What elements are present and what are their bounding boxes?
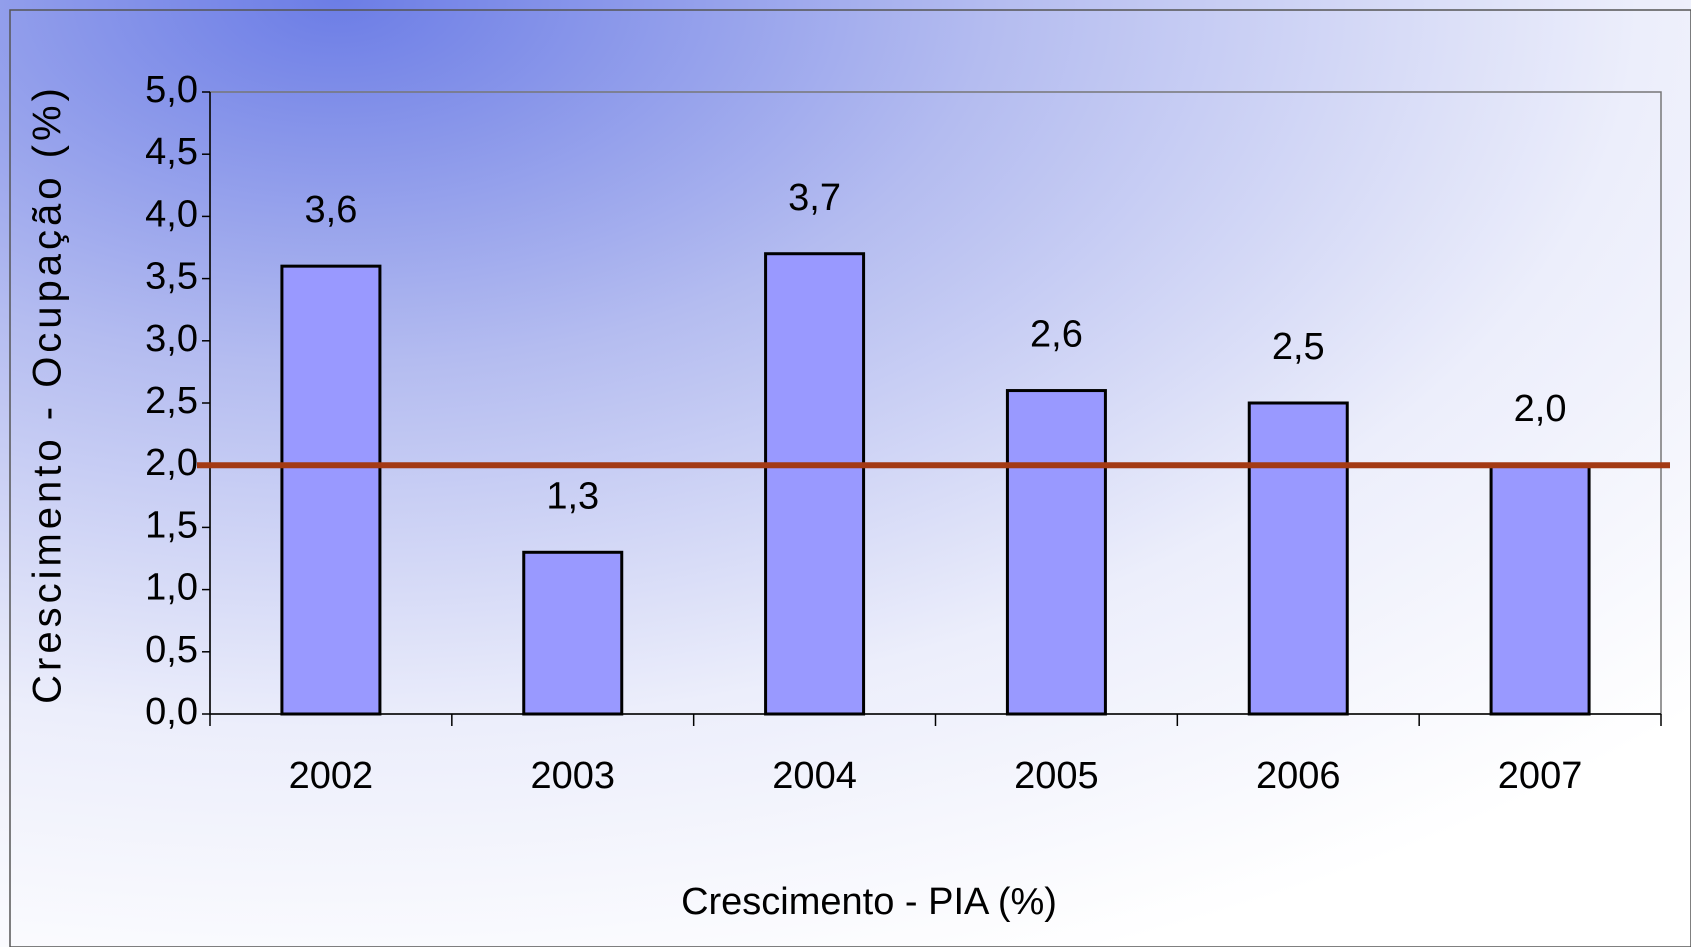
x-tick-label: 2002 [289,755,374,797]
y-tick-label: 1,0 [145,567,198,609]
bar [764,252,866,716]
value-label: 3,6 [305,189,358,231]
y-tick-label: 2,5 [145,380,198,422]
value-label: 2,6 [1030,314,1083,356]
x-tick-label: 2005 [1014,755,1099,797]
frame [9,9,1691,947]
x-tick-label: 2006 [1256,755,1341,797]
bar [1005,389,1107,716]
x-axis-title: Crescimento - PIA (%) [681,881,1057,923]
y-tick-label: 4,5 [145,131,198,173]
y-tick-label: 0,5 [145,629,198,671]
y-tick-label: 1,5 [145,504,198,546]
y-tick-label: 4,0 [145,193,198,235]
bar [1489,463,1591,716]
bar [522,550,624,716]
value-label: 3,7 [788,177,841,219]
value-label: 2,0 [1514,388,1567,430]
y-axis-title: Crescimento - Ocupação (%) [26,84,70,704]
y-tick-label: 0,0 [145,691,198,733]
y-tick-label: 3,0 [145,318,198,360]
x-tick-label: 2004 [772,755,857,797]
y-tick-label: 2,0 [145,442,198,484]
bar [280,264,382,716]
x-tick-label: 2007 [1498,755,1583,797]
x-tick-label: 2003 [530,755,615,797]
bar [1247,401,1349,716]
y-tick-label: 5,0 [145,69,198,111]
y-tick-label: 3,5 [145,256,198,298]
value-label: 1,3 [546,475,599,517]
value-label: 2,5 [1272,326,1325,368]
